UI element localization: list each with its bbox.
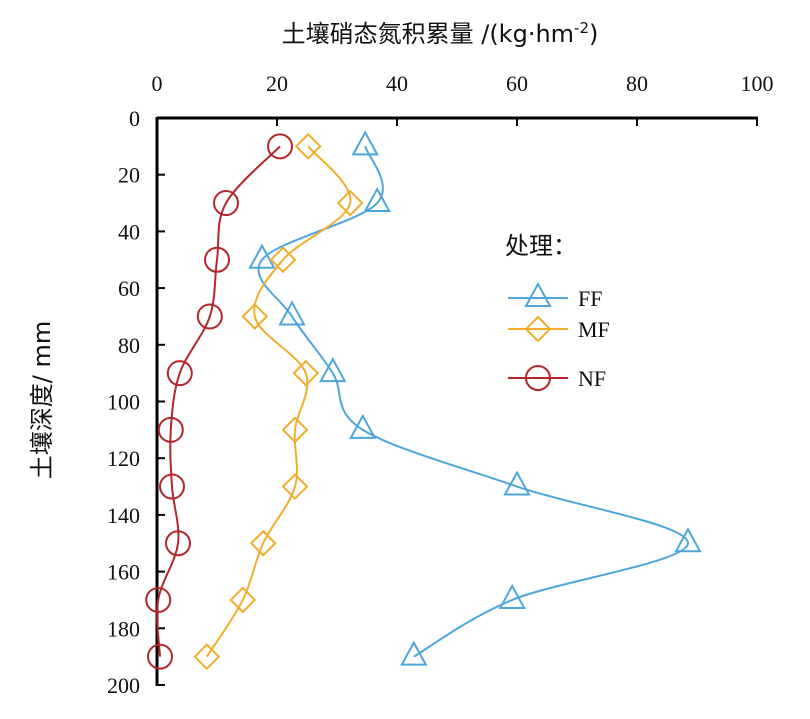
x-tick-label: 100 xyxy=(741,71,774,96)
series-line-nf xyxy=(156,145,281,657)
series-ff xyxy=(248,130,702,666)
data-point-nf xyxy=(204,246,230,273)
data-point-ff xyxy=(400,640,428,666)
data-point-nf xyxy=(166,360,193,387)
series-nf xyxy=(145,133,293,670)
y-tick-label: 20 xyxy=(118,163,140,188)
data-point-mf xyxy=(193,643,221,671)
x-tick-label: 20 xyxy=(266,71,288,96)
data-point-nf xyxy=(145,586,172,613)
x-axis-title: 土壤硝态氮积累量 /(kg·hm-2) xyxy=(282,19,599,48)
y-tick-label: 140 xyxy=(107,503,140,528)
y-tick-label: 160 xyxy=(107,560,140,585)
y-tick-label: 180 xyxy=(107,616,140,641)
y-tick-label: 60 xyxy=(118,276,140,301)
data-point-ff xyxy=(498,583,526,609)
legend-title: 处理： xyxy=(505,232,577,260)
series-line-ff xyxy=(257,146,690,658)
data-point-ff xyxy=(349,413,377,439)
legend-marker-ff xyxy=(524,281,552,307)
y-tick-label: 0 xyxy=(129,106,140,131)
data-point-nf xyxy=(157,416,184,443)
data-point-mf xyxy=(281,416,309,444)
data-point-mf xyxy=(229,586,257,614)
x-tick-label: 80 xyxy=(626,71,648,96)
data-point-ff xyxy=(674,527,702,553)
series-line-mf xyxy=(205,145,352,658)
data-point-ff xyxy=(319,357,347,383)
data-point-nf xyxy=(159,473,185,500)
data-point-ff xyxy=(278,300,306,326)
y-tick-label: 200 xyxy=(107,673,140,698)
data-point-mf xyxy=(292,359,320,387)
data-point-mf xyxy=(241,303,269,330)
axes: 0 20 40 60 80 100 0 20 40 60 80 100 120 140 160 180 200 xyxy=(107,71,774,698)
y-tick-label: 120 xyxy=(107,446,140,471)
x-tick-label: 40 xyxy=(386,71,408,96)
data-point-ff xyxy=(363,186,391,213)
data-point-ff xyxy=(351,130,379,156)
data-point-nf xyxy=(267,133,293,160)
data-point-mf xyxy=(249,529,277,557)
series-group xyxy=(145,130,702,671)
legend: 处理： FF MF NF xyxy=(505,232,610,391)
legend-marker-mf xyxy=(524,315,552,343)
series-mf xyxy=(193,132,364,671)
legend-marker-nf xyxy=(525,365,551,391)
data-point-nf xyxy=(147,643,173,670)
legend-label-mf: MF xyxy=(578,317,610,342)
y-tick-label: 40 xyxy=(118,219,140,244)
x-tick-label: 0 xyxy=(152,71,163,96)
data-point-nf xyxy=(196,303,223,330)
data-point-mf xyxy=(269,246,297,274)
y-tick-label: 80 xyxy=(118,333,140,358)
data-point-mf xyxy=(294,132,322,160)
x-tick-label: 60 xyxy=(506,71,528,96)
data-point-mf xyxy=(281,473,309,500)
data-point-nf xyxy=(213,190,239,217)
data-point-mf xyxy=(336,189,364,217)
y-axis-title: 土壤深度/ mm xyxy=(28,321,56,479)
legend-label-ff: FF xyxy=(578,286,602,311)
data-point-ff xyxy=(248,243,276,269)
legend-label-nf: NF xyxy=(578,366,606,391)
y-tick-label: 100 xyxy=(107,390,140,415)
data-point-ff xyxy=(503,470,531,496)
data-point-nf xyxy=(165,530,191,557)
